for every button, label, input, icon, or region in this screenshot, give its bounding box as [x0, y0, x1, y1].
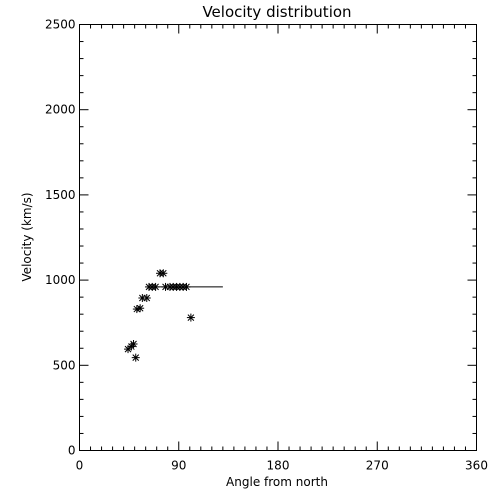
y-tick-label: 500: [53, 358, 76, 372]
x-tick-label: 0: [76, 459, 84, 473]
y-tick-label: 1000: [45, 273, 76, 287]
axis-ticks: [79, 24, 477, 451]
data-point: [129, 340, 138, 348]
data-point: [151, 282, 160, 291]
data-points: [124, 269, 195, 362]
data-point: [182, 282, 191, 291]
plot-frame: [79, 24, 477, 451]
y-tick-label: 2000: [45, 103, 76, 117]
y-tick-label: 1500: [45, 188, 76, 202]
axis-tick-labels: 0 90 180 270 360 0 500 1000 1500 2000 2500: [45, 18, 488, 473]
y-tick-label: 0: [68, 444, 76, 458]
y-axis-title: Velocity (km/s): [20, 192, 34, 281]
x-axis-title: Angle from north: [226, 475, 328, 489]
chart-title: Velocity distribution: [202, 3, 351, 21]
data-point: [131, 353, 140, 362]
data-point: [159, 269, 168, 278]
x-tick-label: 90: [171, 459, 186, 473]
data-point: [186, 313, 195, 322]
y-tick-label: 2500: [45, 18, 76, 32]
data-point: [142, 293, 151, 302]
data-point: [136, 304, 145, 313]
x-tick-label: 180: [267, 459, 290, 473]
x-tick-label: 360: [465, 459, 488, 473]
x-tick-label: 270: [366, 459, 389, 473]
